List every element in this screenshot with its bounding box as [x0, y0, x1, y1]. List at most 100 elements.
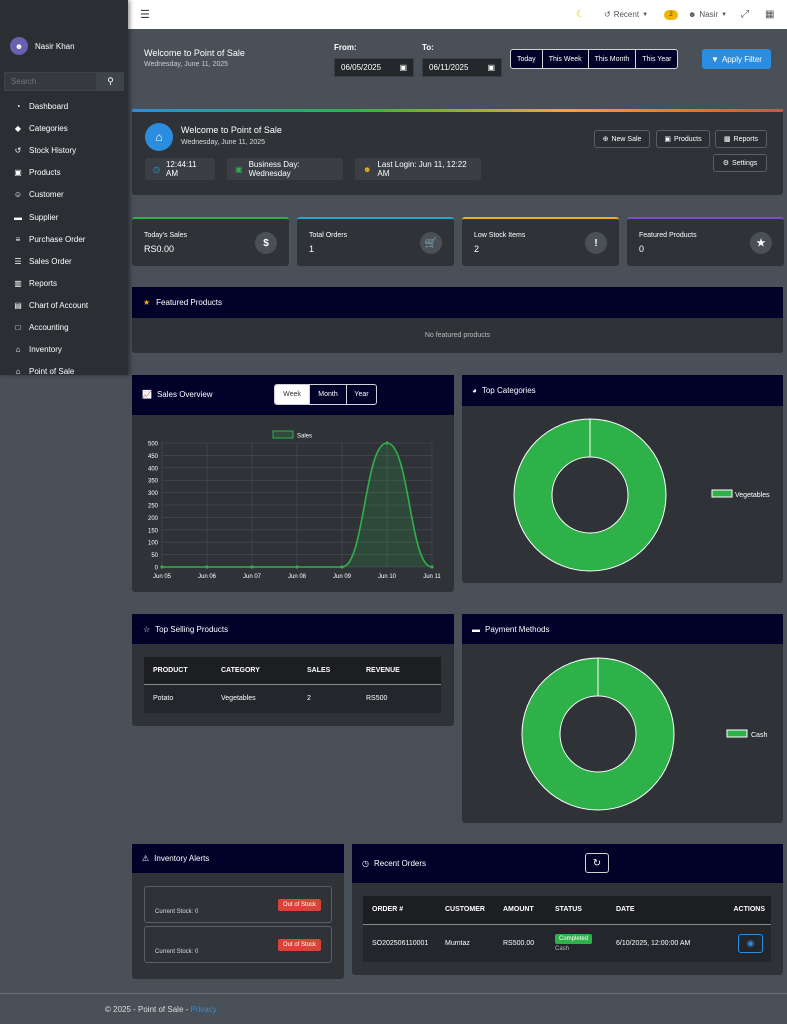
legend-swatch	[726, 729, 748, 738]
tab-week[interactable]: Week	[275, 385, 309, 404]
range-year-button[interactable]: This Year	[635, 50, 677, 68]
clock-icon: ◷	[153, 164, 160, 174]
stat-label: Featured Products	[639, 232, 697, 239]
top-categories-title: Top Categories	[481, 386, 536, 395]
x-tick-label: Jun 05	[153, 574, 172, 580]
th-order: ORDER #	[372, 906, 404, 914]
sidebar-item-stock-history[interactable]: ↺ Stock History	[14, 146, 77, 156]
legend-label: Sales	[297, 434, 312, 440]
range-today-button[interactable]: Today	[517, 55, 536, 63]
donut-outline-inner	[551, 456, 629, 534]
warehouse-icon: ⌂	[15, 345, 21, 355]
from-date-input[interactable]: 06/05/2025 ▣	[334, 58, 414, 77]
inventory-alerts-title: Inventory Alerts	[154, 854, 210, 863]
moon-icon[interactable]: ☾	[576, 9, 585, 20]
th-product: PRODUCT	[153, 666, 188, 674]
filter-bar: Welcome to Point of Sale Wednesday, June…	[132, 29, 783, 91]
legend-label: Vegetables	[735, 492, 770, 499]
featured-title: Featured Products	[156, 298, 222, 307]
recent-orders-table: ORDER # CUSTOMER AMOUNT STATUS DATE ACTI…	[363, 896, 771, 962]
out-of-stock-badge: Out of Stock	[277, 939, 321, 951]
th-actions: ACTIONS	[733, 906, 766, 914]
footer-divider	[0, 993, 787, 994]
store-icon: ⌂	[145, 123, 173, 151]
table-row: Potato Vegetables 2 RS500	[153, 695, 388, 703]
stat-card-featured: Featured Products 0 ★	[627, 217, 784, 266]
warning-icon: ⚠	[142, 854, 150, 863]
top-navbar: ☰ ☾ ↺ Recent ▼ 2 ☻ Nasir ▼ ⤢ ▦	[0, 0, 787, 29]
sidebar-item-supplier[interactable]: ▬ Supplier	[14, 212, 59, 222]
apply-filter-button[interactable]: ▼ Apply Filter	[702, 49, 771, 69]
sidebar: ☻ Nasir Khan ⚲ ◔Dashboard ◆Categories ↺Sto…	[0, 0, 128, 375]
range-week-button[interactable]: This Week	[541, 50, 588, 68]
y-tick-label: 100	[148, 541, 159, 547]
legend-swatch	[272, 430, 294, 439]
sidebar-item-chart-of-account[interactable]: ▤ Chart of Account	[14, 300, 89, 310]
tab-year[interactable]: Year	[346, 385, 376, 404]
line-chart-icon: 📈	[142, 390, 152, 399]
sidebar-item-purchase-order[interactable]: ≡ Purchase Order	[13, 235, 86, 244]
star-icon: ★	[750, 232, 772, 254]
privacy-link[interactable]: Privacy	[190, 1005, 217, 1014]
stat-value: 1	[309, 244, 315, 254]
featured-products-card: ★ Featured Products No featured products	[132, 287, 783, 353]
stat-label: Low Stock Items	[474, 232, 526, 239]
tab-month[interactable]: Month	[309, 385, 346, 404]
notification-button[interactable]: 2	[664, 0, 678, 29]
sales-data-point	[160, 565, 164, 569]
top-selling-card: ☆ Top Selling Products PRODUCT CATEGORY …	[132, 614, 454, 726]
y-tick-label: 500	[148, 442, 159, 448]
sales-overview-header: 📈 Sales Overview	[142, 390, 213, 399]
sidebar-user[interactable]: ☻ Nasir Khan	[10, 37, 75, 55]
refresh-button[interactable]: ↻	[585, 853, 609, 873]
calendar-icon[interactable]: ▣	[487, 63, 495, 72]
to-date-input[interactable]: 06/11/2025 ▣	[422, 58, 502, 77]
range-month-button[interactable]: This Month	[587, 50, 636, 68]
sidebar-item-accounting[interactable]: □ Accounting	[13, 323, 69, 332]
top-categories-card: ◕ Top Categories Vegetables	[462, 375, 783, 583]
hamburger-icon[interactable]: ☰	[140, 9, 150, 21]
sidebar-item-categories[interactable]: ◆ Categories	[14, 124, 68, 134]
refresh-icon: ↻	[592, 857, 602, 869]
apps-grid-icon[interactable]: ▦	[765, 9, 775, 20]
welcome-date: Wednesday, June 11, 2025	[181, 139, 266, 146]
sidebar-item-inventory[interactable]: ⌂ Inventory	[13, 345, 62, 354]
th-sales: SALES	[307, 666, 331, 674]
y-tick-label: 250	[148, 504, 159, 510]
clock-icon: ◷	[362, 859, 369, 868]
calendar-icon[interactable]: ▣	[399, 63, 407, 72]
table-row: SO202506110001 Mumtaz RS500.00 Completed…	[363, 924, 771, 962]
search-input[interactable]	[4, 72, 97, 91]
sidebar-item-products[interactable]: ▣ Products	[14, 168, 61, 178]
sidebar-item-point-of-sale[interactable]: ⌂ Point of Sale	[13, 367, 75, 375]
book-icon: ▤	[14, 300, 22, 310]
file-icon: □	[15, 323, 21, 332]
products-button[interactable]: ▣ Products	[656, 130, 710, 148]
sidebar-item-sales-order[interactable]: ☰ Sales Order	[14, 256, 72, 266]
sales-overview-card: 📈 Sales Overview Week Month Year 500 450 4…	[132, 375, 454, 592]
sidebar-item-dashboard[interactable]: ◔ Dashboard	[13, 102, 69, 111]
last-login-pill: ☻ Last Login: Jun 11, 12:22 AM	[355, 158, 481, 180]
sales-period-tabs: Week Month Year	[274, 384, 377, 405]
dashboard-icon: ◔	[15, 102, 21, 111]
x-tick-label: Jun 07	[243, 574, 262, 580]
x-tick-label: Jun 10	[378, 574, 397, 580]
cart-icon: 🛒	[420, 232, 442, 254]
settings-button[interactable]: ⚙ Settings	[713, 154, 767, 172]
th-date: DATE	[616, 906, 635, 914]
sidebar-item-reports[interactable]: ▥ Reports	[14, 278, 58, 288]
sidebar-item-customer[interactable]: ☺ Customer	[13, 190, 64, 200]
reports-button[interactable]: ▩ Reports	[715, 130, 767, 148]
fullscreen-icon[interactable]: ⤢	[741, 9, 749, 20]
credit-card-icon: ▬	[472, 624, 480, 634]
new-sale-button[interactable]: ⊕ New Sale	[594, 130, 650, 148]
user-dropdown[interactable]: ☻ Nasir ▼	[688, 10, 728, 19]
legend-swatch	[711, 489, 733, 498]
view-order-button[interactable]: ◉	[738, 933, 763, 953]
search-button[interactable]: ⚲	[97, 72, 124, 91]
th-category: CATEGORY	[221, 666, 260, 674]
chart-icon: ▩	[723, 136, 731, 143]
payment-donut-chart: Cash	[521, 657, 767, 811]
recent-dropdown[interactable]: ↺ Recent ▼	[604, 10, 649, 19]
eye-icon: ◉	[746, 937, 755, 948]
